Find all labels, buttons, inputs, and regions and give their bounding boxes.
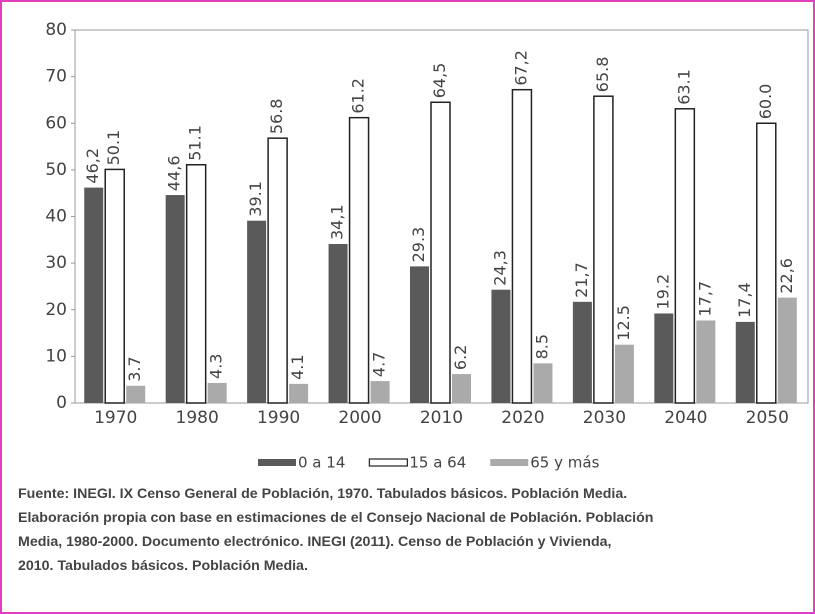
bar [696, 320, 716, 403]
x-tick-label: 1980 [176, 408, 219, 428]
bar [674, 108, 696, 404]
data-label: 56.8 [267, 99, 286, 135]
data-label: 44,6 [165, 155, 184, 191]
bar [572, 301, 592, 403]
data-label: 19.2 [653, 274, 672, 310]
data-label: 22,6 [777, 258, 796, 294]
data-label: 34,1 [328, 204, 347, 240]
data-label: 17,4 [735, 282, 754, 318]
x-tick-label: 1970 [94, 408, 137, 428]
bar [247, 220, 267, 403]
y-tick-label: 50 [45, 160, 67, 180]
data-label: 8.5 [532, 334, 551, 359]
bar [654, 313, 674, 403]
bar [165, 195, 185, 403]
y-tick-label: 10 [45, 346, 67, 366]
source-line: 2010. Tabulados básicos. Población Media… [18, 558, 308, 574]
data-label: 6.2 [451, 345, 470, 370]
data-label: 29.3 [409, 227, 428, 263]
y-tick-label: 20 [45, 300, 67, 320]
legend-label: 15 a 64 [409, 454, 466, 472]
bar [104, 168, 125, 404]
data-label: 3.7 [125, 356, 144, 381]
bar [84, 187, 104, 403]
x-tick-label: 2010 [420, 408, 463, 428]
y-tick-label: 80 [45, 20, 67, 40]
data-label: 51.1 [186, 125, 205, 161]
data-label: 50.1 [104, 130, 123, 166]
data-label: 63.1 [674, 69, 693, 105]
data-label: 4.3 [207, 353, 226, 378]
data-label: 64,5 [430, 63, 449, 99]
bar [533, 363, 553, 403]
x-tick-label: 2040 [664, 408, 707, 428]
bar [452, 374, 471, 403]
data-label: 17,7 [695, 281, 714, 317]
bar [126, 385, 146, 403]
source-line: Elaboración propia con base en estimacio… [18, 510, 654, 526]
bar [614, 344, 634, 403]
bar [735, 321, 755, 403]
bar [267, 137, 288, 404]
bar [593, 95, 614, 404]
y-tick-label: 40 [45, 207, 67, 227]
data-label: 65.8 [593, 57, 612, 93]
y-tick-label: 70 [45, 67, 67, 87]
data-label: 67,2 [511, 50, 530, 86]
legend-label: 0 a 14 [298, 454, 345, 472]
bar [430, 101, 451, 404]
source-line: Media, 1980-2000. Documento electrónico.… [18, 534, 612, 550]
bar [410, 266, 429, 403]
source-line: Fuente: INEGI. IX Censo General de Pobla… [18, 486, 628, 502]
source-note: Fuente: INEGI. IX Censo General de Pobla… [18, 482, 808, 578]
x-tick-label: 2000 [338, 408, 381, 428]
x-tick-label: 2050 [746, 408, 789, 428]
legend-label: 65 y más [530, 454, 599, 472]
x-tick-label: 1990 [257, 408, 300, 428]
data-label: 24,3 [490, 250, 509, 286]
x-tick-label: 2020 [501, 408, 544, 428]
bar [370, 381, 390, 403]
legend-swatch [368, 458, 408, 467]
data-label: 4.7 [370, 352, 389, 377]
y-tick-label: 60 [45, 113, 67, 133]
bar [777, 297, 797, 403]
bar [185, 163, 207, 404]
bar [328, 244, 348, 403]
bar [511, 88, 533, 404]
y-tick-label: 30 [45, 253, 67, 273]
data-label: 61.2 [349, 78, 368, 114]
bar [491, 289, 511, 403]
bar [289, 383, 309, 403]
data-label: 39.1 [246, 181, 265, 217]
legend-swatch [490, 459, 529, 466]
bar [207, 382, 227, 403]
data-label: 12.5 [614, 305, 633, 341]
legend-swatch [258, 459, 296, 466]
x-tick-label: 2030 [583, 408, 626, 428]
data-label: 21,7 [572, 262, 591, 298]
bar [756, 122, 777, 404]
y-tick-label: 0 [56, 393, 67, 413]
data-label: 46,2 [83, 148, 102, 184]
data-label: 4.1 [288, 354, 307, 379]
bar [348, 116, 370, 404]
data-label: 60.0 [756, 84, 775, 120]
